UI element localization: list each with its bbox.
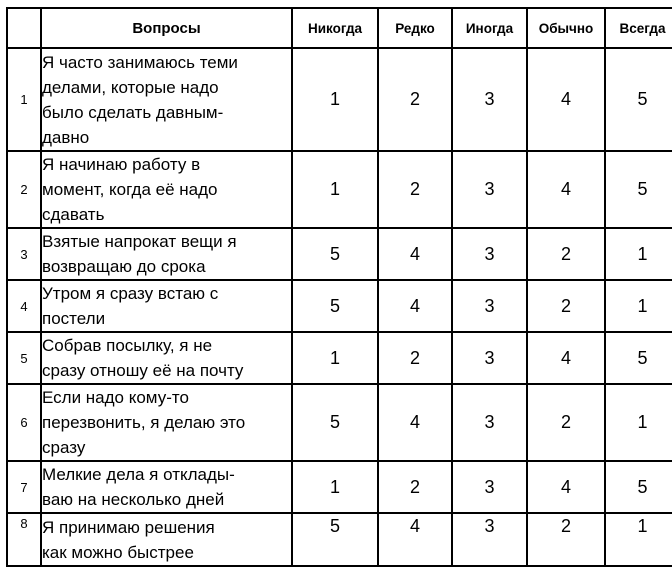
row-number: 3 (6, 227, 42, 281)
score-value: 1 (604, 512, 672, 567)
score-value: 5 (604, 331, 672, 385)
score-value: 4 (377, 383, 453, 462)
question-text: Взятые напрокат вещи я возвращаю до срок… (40, 227, 293, 281)
score-value: 1 (291, 331, 379, 385)
question-text: Если надо кому-то перезвонить, я делаю э… (40, 383, 293, 462)
score-value: 5 (291, 383, 379, 462)
score-value: 4 (526, 150, 606, 229)
page: Вопросы Никогда Редко Иногда Обычно Всег… (6, 7, 672, 567)
score-value: 4 (526, 460, 606, 514)
score-value: 5 (291, 279, 379, 333)
score-value: 1 (291, 47, 379, 152)
table-row: 4 Утром я сразу встаю с постели 5 4 3 2 … (6, 279, 672, 333)
score-value: 2 (377, 331, 453, 385)
score-value: 2 (526, 512, 606, 567)
score-value: 5 (604, 150, 672, 229)
table-row: 2 Я начинаю работу в момент, когда её на… (6, 150, 672, 229)
score-value: 1 (604, 383, 672, 462)
score-value: 3 (451, 460, 528, 514)
question-text: Собрав посылку, я не сразу отношу её на … (40, 331, 293, 385)
score-value: 1 (604, 279, 672, 333)
score-value: 2 (377, 460, 453, 514)
header-option-always: Всегда (604, 7, 672, 49)
row-number: 4 (6, 279, 42, 333)
row-number: 8 (6, 512, 42, 567)
score-value: 4 (377, 512, 453, 567)
table-row: 1 Я часто занимаюсь теми делами, которые… (6, 47, 672, 152)
table-header-row: Вопросы Никогда Редко Иногда Обычно Всег… (6, 7, 672, 49)
score-value: 5 (291, 512, 379, 567)
header-questions: Вопросы (40, 7, 293, 49)
score-value: 2 (377, 47, 453, 152)
score-value: 2 (377, 150, 453, 229)
row-number: 7 (6, 460, 42, 514)
score-value: 3 (451, 150, 528, 229)
score-value: 1 (291, 150, 379, 229)
score-value: 3 (451, 512, 528, 567)
table-row: 3 Взятые напрокат вещи я возвращаю до ср… (6, 227, 672, 281)
score-value: 2 (526, 383, 606, 462)
question-text: Я начинаю работу в момент, когда её надо… (40, 150, 293, 229)
table-row: 6 Если надо кому-то перезвонить, я делаю… (6, 383, 672, 462)
score-value: 4 (377, 279, 453, 333)
score-value: 3 (451, 331, 528, 385)
score-value: 1 (291, 460, 379, 514)
header-option-rarely: Редко (377, 7, 453, 49)
table-row: 5 Собрав посылку, я не сразу отношу её н… (6, 331, 672, 385)
header-option-sometimes: Иногда (451, 7, 528, 49)
score-value: 4 (526, 47, 606, 152)
score-value: 1 (604, 227, 672, 281)
score-value: 5 (604, 460, 672, 514)
row-number: 6 (6, 383, 42, 462)
header-option-usually: Обычно (526, 7, 606, 49)
row-number: 5 (6, 331, 42, 385)
question-text: Мелкие дела я отклады- ваю на несколько … (40, 460, 293, 514)
question-text: Утром я сразу встаю с постели (40, 279, 293, 333)
score-value: 5 (291, 227, 379, 281)
score-value: 3 (451, 227, 528, 281)
question-text: Я часто занимаюсь теми делами, которые н… (40, 47, 293, 152)
row-number: 1 (6, 47, 42, 152)
table-row: 8 Я принимаю решения как можно быстрее 5… (6, 512, 672, 567)
header-option-never: Никогда (291, 7, 379, 49)
score-value: 3 (451, 383, 528, 462)
score-value: 2 (526, 279, 606, 333)
score-value: 4 (377, 227, 453, 281)
header-number-cell (6, 7, 42, 49)
score-value: 3 (451, 47, 528, 152)
row-number: 2 (6, 150, 42, 229)
score-value: 4 (526, 331, 606, 385)
score-value: 2 (526, 227, 606, 281)
score-value: 5 (604, 47, 672, 152)
table-row: 7 Мелкие дела я отклады- ваю на нескольк… (6, 460, 672, 514)
survey-table: Вопросы Никогда Редко Иногда Обычно Всег… (6, 7, 672, 567)
score-value: 3 (451, 279, 528, 333)
question-text: Я принимаю решения как можно быстрее (40, 512, 293, 567)
